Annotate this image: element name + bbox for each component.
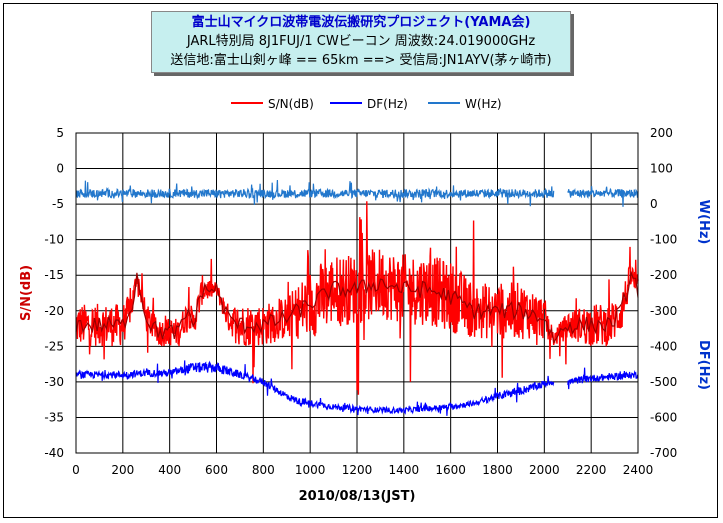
series-line-1 <box>75 360 555 416</box>
y-right-tick-label: -600 <box>650 410 677 424</box>
chart-title-line-2: JARL特別局 8J1FUJ/1 CWビーコン 周波数:24.019000GHz <box>186 34 536 49</box>
x-tick-label: 2000 <box>529 463 560 477</box>
x-tick-label: 1800 <box>482 463 513 477</box>
x-tick-label: 400 <box>158 463 181 477</box>
y-right-tick-labels: 200 100 0 -100 -200 -300 -400 -500 -600 -700 <box>650 126 677 460</box>
y-left-tick-label: -25 <box>44 339 64 353</box>
y-left-tick-label: -35 <box>44 410 64 424</box>
y-right-tick-label: 200 <box>650 126 673 140</box>
x-tick-labels: 0 200 400 600 800 1000 1200 1400 1600 1800 2000 220… <box>72 463 653 477</box>
series-line-0 <box>75 201 639 395</box>
x-axis-label: 2010/08/13(JST) <box>299 489 416 504</box>
x-tick-label: 1200 <box>342 463 373 477</box>
y-left-tick-label: 5 <box>56 126 64 140</box>
x-tick-label: 800 <box>252 463 275 477</box>
y-left-tick-label: -40 <box>44 446 64 460</box>
chart-title-line-1: 富士山マイクロ波帯電波伝搬研究プロジェクト(YAMA会) <box>191 15 531 30</box>
y-right-axis-label-w: W(Hz) <box>696 200 711 245</box>
series-line-2 <box>567 186 639 207</box>
chart-title-box: 富士山マイクロ波帯電波伝搬研究プロジェクト(YAMA会) JARL特別局 8J1… <box>151 11 571 73</box>
x-tick-label: 600 <box>205 463 228 477</box>
y-left-axis-label: S/N(dB) <box>19 265 34 321</box>
x-tick-label: 1000 <box>295 463 326 477</box>
legend-label-w: W(Hz) <box>465 97 502 111</box>
x-tick-label: 0 <box>72 463 80 477</box>
plot-area-border <box>75 132 639 454</box>
legend-label-df: DF(Hz) <box>367 97 408 111</box>
y-right-tick-label: -400 <box>650 339 677 353</box>
y-right-axis-label-df: DF(Hz) <box>696 340 711 390</box>
y-right-tick-label: -700 <box>650 446 677 460</box>
series-layer <box>75 179 639 416</box>
y-left-tick-label: 0 <box>56 162 64 176</box>
x-tick-label: 200 <box>111 463 134 477</box>
chart-title-line-3: 送信地:富士山剣ヶ峰 == 65km ==> 受信局:JN1AYV(茅ヶ崎市) <box>170 53 552 68</box>
y-left-tick-labels: 5 0 -5 -10 -15 -20 -25 -30 -35 -40 <box>44 126 64 460</box>
y-right-tick-label: -100 <box>650 233 677 247</box>
y-right-tick-label: -300 <box>650 304 677 318</box>
x-tick-label: 2200 <box>576 463 607 477</box>
y-left-tick-label: -5 <box>52 197 64 211</box>
y-right-tick-label: -500 <box>650 375 677 389</box>
series-line-1 <box>567 367 639 390</box>
x-tick-label: 1600 <box>435 463 466 477</box>
y-left-tick-label: -20 <box>44 304 64 318</box>
x-tick-label: 2400 <box>623 463 654 477</box>
series-trend-0 <box>75 270 639 344</box>
chart-frame <box>3 3 718 518</box>
y-left-tick-label: -30 <box>44 375 64 389</box>
y-left-tick-label: -15 <box>44 268 64 282</box>
y-left-tick-label: -10 <box>44 233 64 247</box>
y-right-tick-label: 100 <box>650 162 673 176</box>
legend: S/N(dB) DF(Hz) W(Hz) <box>231 97 502 111</box>
y-right-tick-label: 0 <box>650 197 658 211</box>
series-line-2 <box>75 179 555 207</box>
x-tick-label: 1400 <box>389 463 420 477</box>
y-right-tick-label: -200 <box>650 268 677 282</box>
legend-label-sn: S/N(dB) <box>268 97 314 111</box>
